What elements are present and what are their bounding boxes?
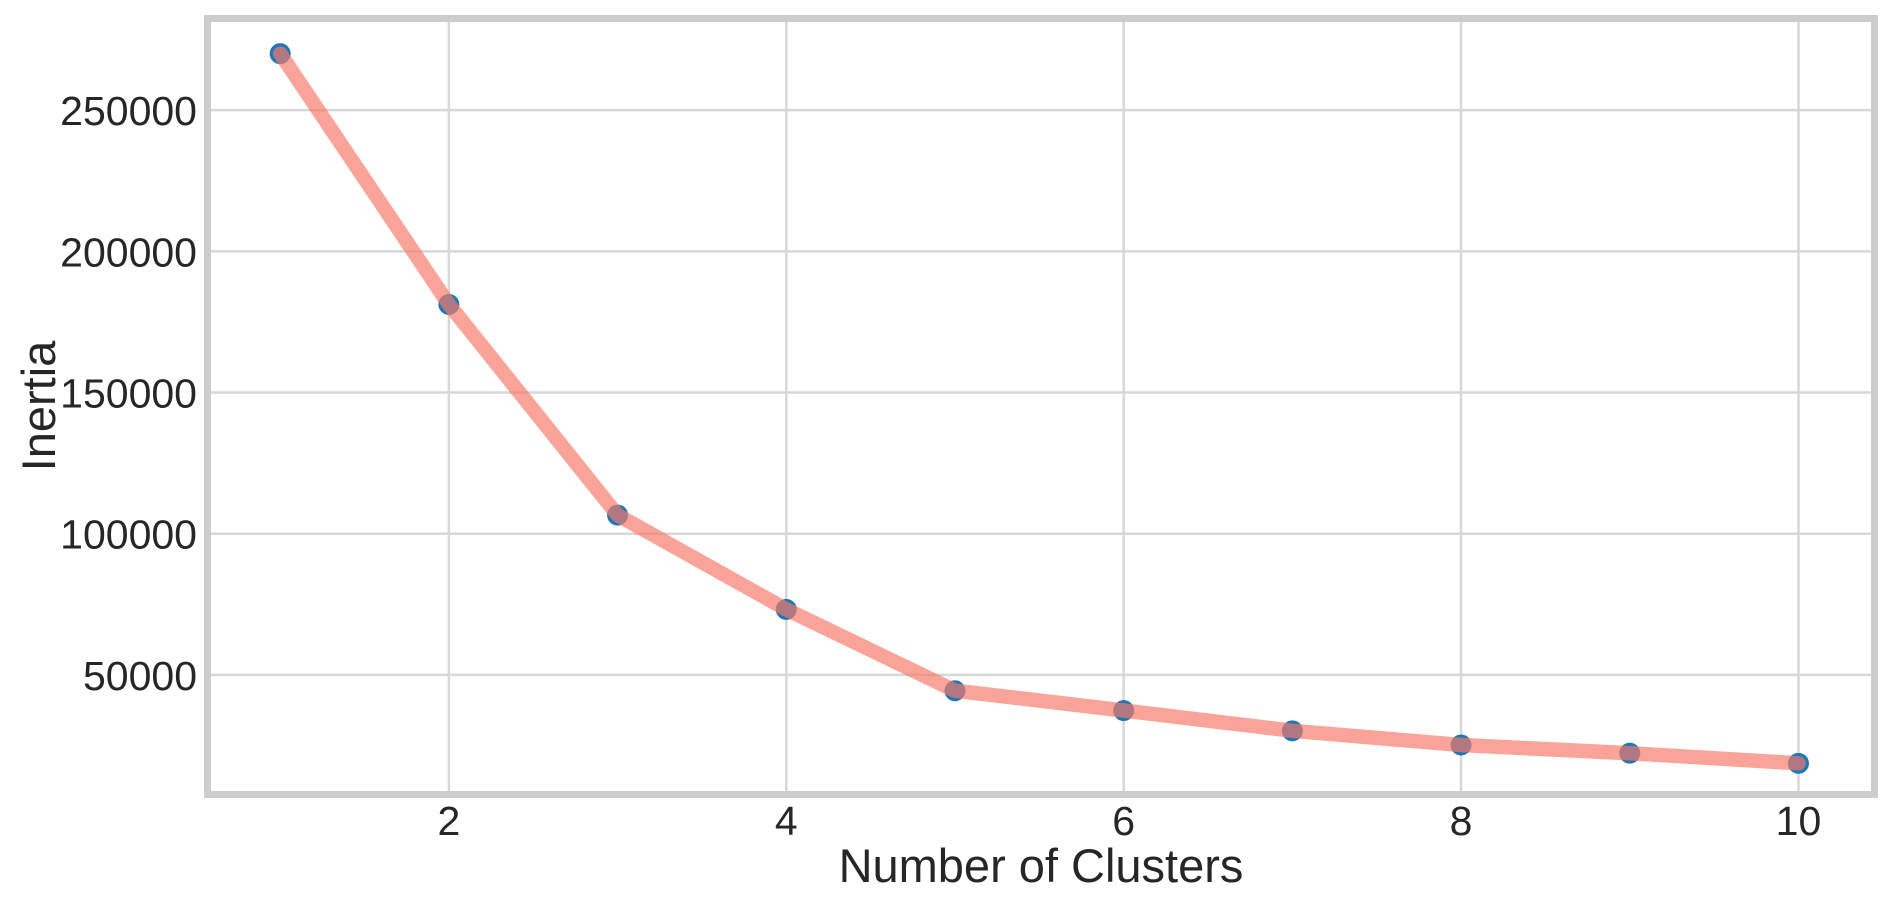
x-tick-label: 6 bbox=[1112, 798, 1135, 844]
y-tick-label: 250000 bbox=[60, 88, 197, 134]
y-axis-tick-labels: 50000 100000 150000 200000 250000 bbox=[60, 88, 197, 699]
x-tick-label: 4 bbox=[775, 798, 798, 844]
grid-lines bbox=[211, 22, 1871, 791]
x-tick-label: 10 bbox=[1776, 798, 1822, 844]
y-tick-label: 200000 bbox=[60, 229, 197, 275]
y-axis-label: Inertia bbox=[12, 340, 65, 471]
plot-frame bbox=[204, 15, 1878, 798]
x-tick-label: 8 bbox=[1450, 798, 1473, 844]
data-line bbox=[272, 46, 1806, 771]
x-tick-label: 2 bbox=[437, 798, 460, 844]
y-tick-label: 150000 bbox=[60, 371, 197, 417]
x-axis-tick-labels: 2 4 6 8 10 bbox=[437, 798, 1821, 844]
data-points bbox=[269, 43, 1809, 774]
y-tick-label: 100000 bbox=[60, 512, 197, 558]
y-tick-label: 50000 bbox=[83, 653, 197, 699]
x-axis-label: Number of Clusters bbox=[839, 839, 1244, 892]
